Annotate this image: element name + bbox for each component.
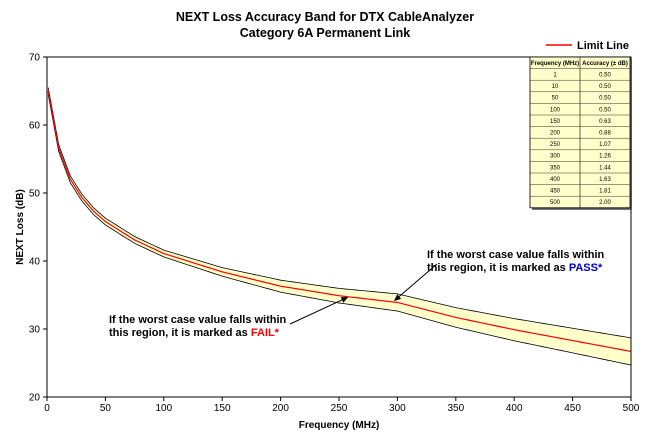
table-cell: 1.44 [599, 165, 611, 171]
annotation-pass-arrowhead [393, 294, 402, 302]
x-tick-label-500: 500 [623, 403, 640, 414]
table-cell: 0.88 [599, 130, 611, 136]
y-axis-label: NEXT Loss (dB) [15, 189, 26, 265]
accuracy-band-layer [47, 87, 632, 366]
x-tick-label-300: 300 [389, 403, 406, 414]
table-cell: 0.50 [599, 107, 611, 113]
table-cell: 450 [550, 188, 561, 194]
y-tick-label-50: 50 [29, 189, 41, 200]
x-tick-label-50: 50 [100, 403, 112, 414]
table-header-0: Frequency (MHz) [531, 61, 579, 67]
table-cell: 350 [550, 165, 561, 171]
svg-text:this region, it is marked as F: this region, it is marked as FAIL* [109, 327, 280, 339]
fail-keyword: FAIL [251, 327, 275, 339]
fail-asterisk: * [275, 327, 280, 339]
svg-text:this region, it is marked as P: this region, it is marked as PASS* [427, 262, 603, 274]
table-cell: 1.07 [599, 142, 611, 148]
table-cell: 0.50 [599, 96, 611, 102]
table-cell: 1 [553, 72, 557, 78]
table-cell: 10 [552, 84, 559, 90]
annotation-fail: If the worst case value falls within thi… [109, 297, 349, 339]
table-header-1: Accuracy (± dB) [582, 61, 628, 67]
table-cell: 400 [550, 177, 561, 183]
x-tick-label-450: 450 [564, 403, 581, 414]
annotation-pass-line1: If the worst case value falls within [427, 249, 605, 261]
annotation-pass-arrow [398, 263, 438, 297]
accuracy-band [48, 87, 632, 366]
table-cell: 500 [550, 200, 561, 206]
x-tick-label-250: 250 [331, 403, 348, 414]
table-cell: 100 [550, 107, 561, 113]
y-tick-label-60: 60 [29, 121, 41, 132]
y-tick-label-70: 70 [29, 53, 41, 64]
pass-asterisk: * [598, 262, 603, 274]
axis-ticks-layer: 0 50 100 150 200 250 300 350 400 450 5002030405060… [29, 53, 640, 415]
x-tick-label-200: 200 [272, 403, 289, 414]
legend-label-limit-line: Limit Line [577, 40, 629, 52]
x-tick-label-100: 100 [155, 403, 172, 414]
table-cell: 1.81 [599, 188, 611, 194]
x-tick-label-400: 400 [506, 403, 523, 414]
y-tick-label-30: 30 [29, 325, 41, 336]
table-cell: 1.63 [599, 177, 611, 183]
limit-line [47, 90, 632, 353]
table-cell: 250 [550, 142, 561, 148]
annotation-pass: If the worst case value falls within thi… [393, 249, 605, 302]
chart-subtitle: Category 6A Permanent Link [239, 26, 411, 40]
y-tick-label-40: 40 [29, 257, 41, 268]
annotation-fail-arrow [289, 299, 343, 325]
band-upper-edge [47, 87, 632, 339]
limit-line-layer [47, 90, 632, 353]
table-cell: 300 [550, 154, 561, 160]
table-cell: 200 [550, 130, 561, 136]
annotation-pass-line2: this region, it is marked as [427, 262, 569, 274]
table-cell: 0.50 [599, 84, 611, 90]
table-cell: 0.63 [599, 119, 611, 125]
x-tick-label-350: 350 [447, 403, 464, 414]
pass-keyword: PASS [569, 262, 598, 274]
table-cell: 1.26 [599, 154, 611, 160]
accuracy-table: Frequency (MHz) Accuracy (± dB) 1 0.50 10 0.5… [529, 56, 632, 210]
band-lower-edge [47, 94, 632, 366]
table-cell: 0.50 [599, 72, 611, 78]
table-cell: 2.00 [599, 200, 611, 206]
x-tick-label-0: 0 [44, 403, 50, 414]
annotation-fail-line2: this region, it is marked as [109, 327, 251, 339]
table-cell: 50 [552, 96, 559, 102]
x-axis-label: Frequency (MHz) [299, 420, 380, 431]
annotation-fail-line1: If the worst case value falls within [109, 314, 287, 326]
y-tick-label-20: 20 [29, 393, 41, 404]
table-cell: 150 [550, 119, 561, 125]
annotation-fail-arrowhead [340, 297, 349, 303]
x-tick-label-150: 150 [214, 403, 231, 414]
chart-title: NEXT Loss Accuracy Band for DTX CableAna… [175, 10, 475, 24]
